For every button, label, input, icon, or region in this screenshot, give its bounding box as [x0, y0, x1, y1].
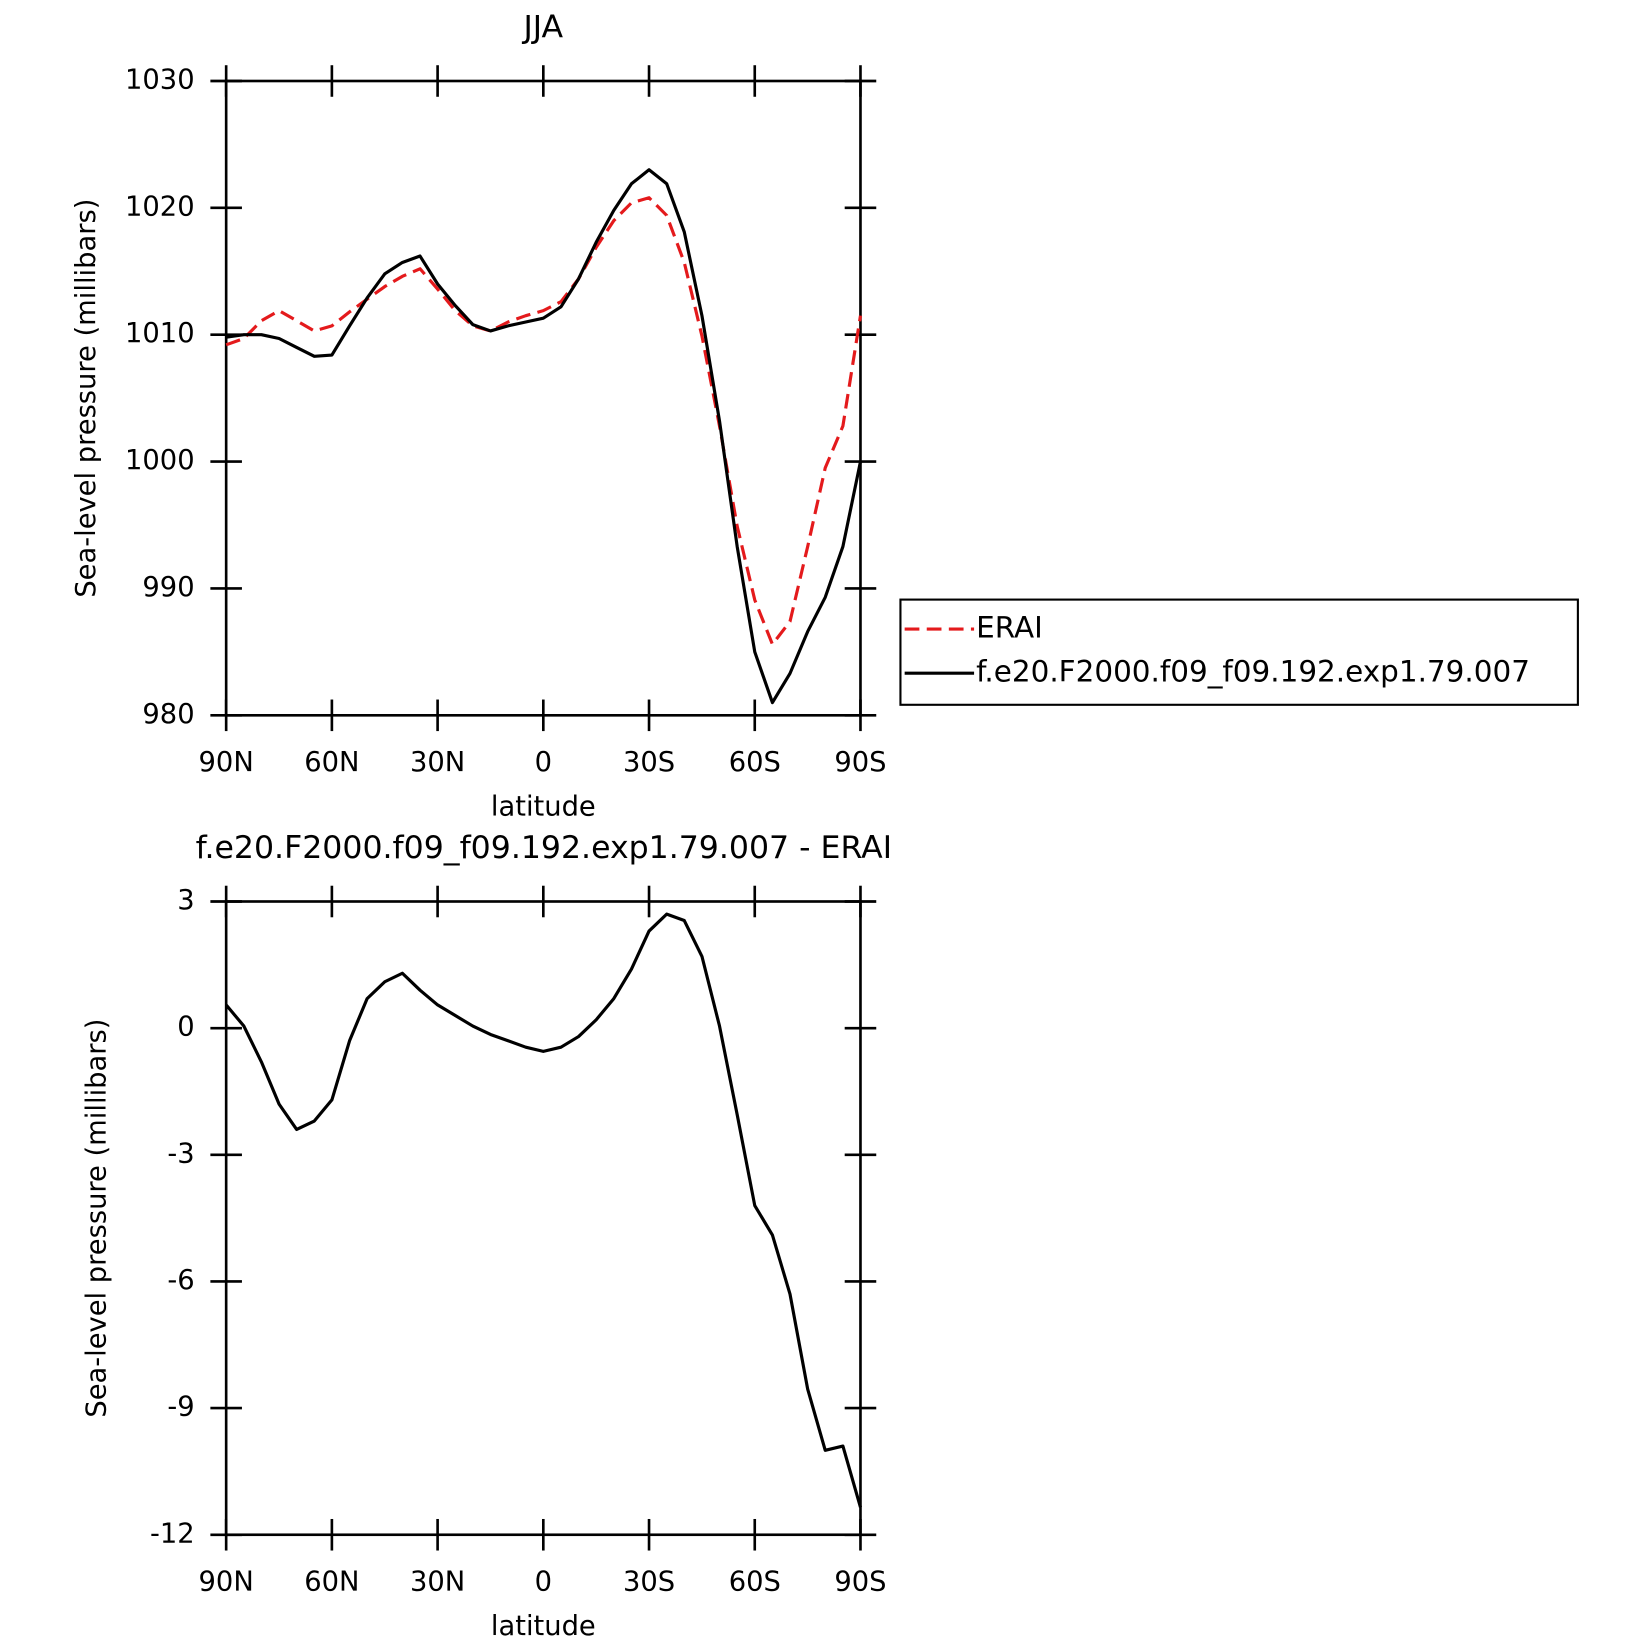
y-tick-label: 1010	[125, 318, 195, 349]
x-tick-label: 90S	[834, 747, 886, 778]
y-tick-label: -9	[167, 1392, 194, 1423]
series-line	[225, 168, 863, 705]
y-tick-label: 990	[142, 572, 194, 603]
plot-frame	[224, 900, 862, 1537]
plot-frame	[224, 79, 862, 717]
y-tick-label: -12	[150, 1518, 195, 1549]
chart-title: f.e20.F2000.f09_f09.192.exp1.79.007 - ER…	[196, 830, 892, 866]
x-tick-label: 90S	[834, 1567, 886, 1598]
x-tick-label: 30N	[410, 1567, 465, 1598]
x-tick-label: 30S	[623, 747, 675, 778]
y-tick-label: 1000	[125, 445, 195, 476]
y-tick-label: 1030	[125, 64, 195, 95]
x-tick-label: 30S	[623, 1567, 675, 1598]
x-tick-label: 0	[535, 1567, 552, 1598]
x-tick-label: 60N	[304, 747, 359, 778]
x-axis-label: latitude	[491, 1611, 596, 1641]
y-tick-label: 0	[177, 1012, 194, 1043]
x-tick-label: 90N	[199, 747, 254, 778]
y-tick-label: -3	[167, 1138, 194, 1169]
series-line	[224, 912, 862, 1508]
y-axis-label: Sea-level pressure (millibars)	[81, 1019, 112, 1418]
y-tick-label: 1020	[125, 191, 195, 222]
y-tick-label: -6	[167, 1265, 194, 1296]
x-tick-label: 60N	[304, 1567, 359, 1598]
y-tick-label: 3	[177, 885, 194, 916]
x-tick-label: 30N	[410, 747, 465, 778]
x-tick-label: 0	[535, 747, 552, 778]
series-line	[225, 196, 863, 646]
x-tick-label: 60S	[729, 1567, 781, 1598]
legend-box	[899, 598, 1579, 706]
y-axis-label: Sea-level pressure (millibars)	[71, 199, 102, 598]
chart-title: JJA	[521, 9, 563, 45]
y-tick-label: 980	[142, 699, 194, 730]
x-tick-label: 60S	[729, 747, 781, 778]
legend-label: f.e20.F2000.f09_f09.192.exp1.79.007	[976, 655, 1530, 689]
x-axis-label: latitude	[491, 791, 596, 822]
legend-label: ERAI	[976, 611, 1043, 645]
x-tick-label: 90N	[199, 1567, 254, 1598]
